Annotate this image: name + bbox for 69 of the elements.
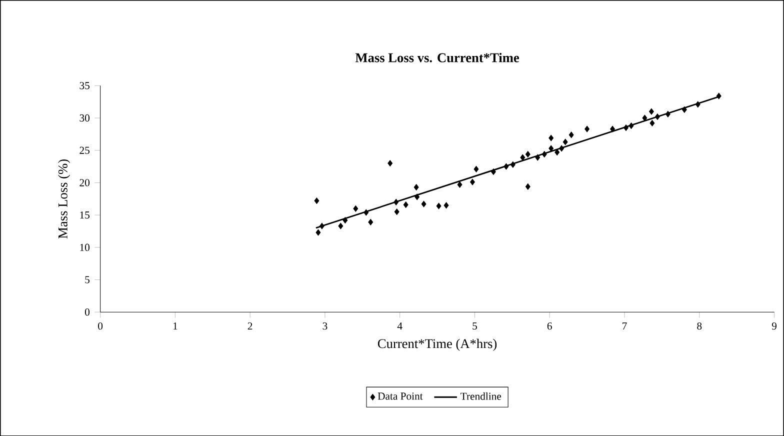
point (559, 145, 564, 152)
x-tick-label: 6 (547, 322, 552, 330)
y-tick-label: 25 (80, 146, 90, 154)
point (368, 218, 374, 226)
point (490, 168, 496, 175)
point (436, 202, 442, 210)
point (665, 110, 670, 118)
point (342, 216, 348, 224)
point (388, 160, 393, 166)
point (525, 183, 530, 190)
point (338, 222, 344, 230)
point (444, 202, 449, 208)
x-tick-label: 4 (397, 322, 402, 330)
point (353, 205, 358, 212)
y-tick-label: 5 (85, 276, 90, 284)
x-tick-label: 5 (472, 322, 477, 330)
point (319, 222, 324, 230)
y-tick-label: 10 (80, 244, 90, 251)
point (525, 150, 530, 158)
point (568, 131, 574, 138)
point (648, 108, 654, 115)
y-tick-label: 0 (84, 308, 90, 316)
point (610, 126, 615, 132)
point (542, 150, 547, 158)
x-tick-label: 2 (248, 322, 252, 330)
x-tick-label: 1 (173, 322, 178, 330)
point (535, 154, 540, 160)
point (520, 154, 526, 160)
x-tick-label: 7 (622, 322, 627, 330)
point (394, 198, 399, 206)
point (548, 134, 554, 142)
chart-title: Mass Loss vs. Current*Time (355, 52, 520, 62)
legend-label: Data Point (378, 392, 423, 400)
point (554, 148, 560, 156)
x-tick-label: 9 (772, 322, 776, 330)
x-tick-label: 0 (98, 322, 103, 330)
point (364, 209, 369, 216)
point (394, 208, 400, 215)
y-tick-label: 20 (80, 178, 90, 186)
point (403, 201, 408, 208)
point (584, 126, 590, 132)
y-tick-label: 35 (80, 82, 90, 90)
point (695, 101, 700, 108)
point (628, 122, 634, 129)
y-tick-label: 30 (80, 114, 90, 122)
point (716, 92, 722, 100)
point (650, 120, 655, 126)
x-axis-title: Current*Time (A*hrs) (378, 338, 497, 351)
x-tick-label: 3 (322, 322, 328, 330)
point (562, 138, 568, 145)
legend-label: Trendline (460, 392, 502, 400)
point (314, 197, 320, 204)
point (470, 178, 475, 186)
x-tick-label: 8 (697, 322, 702, 330)
point (316, 229, 321, 236)
point (682, 106, 687, 113)
point (504, 163, 509, 170)
point (642, 114, 648, 122)
point (457, 181, 462, 188)
point (474, 166, 479, 172)
y-axis-title: Mass Loss (%) (58, 159, 70, 238)
point (421, 200, 426, 208)
point (624, 124, 628, 131)
point (510, 161, 516, 168)
y-tick-label: 15 (80, 211, 90, 218)
point (548, 145, 554, 152)
point (654, 113, 660, 120)
point (414, 194, 420, 200)
point (414, 184, 419, 190)
